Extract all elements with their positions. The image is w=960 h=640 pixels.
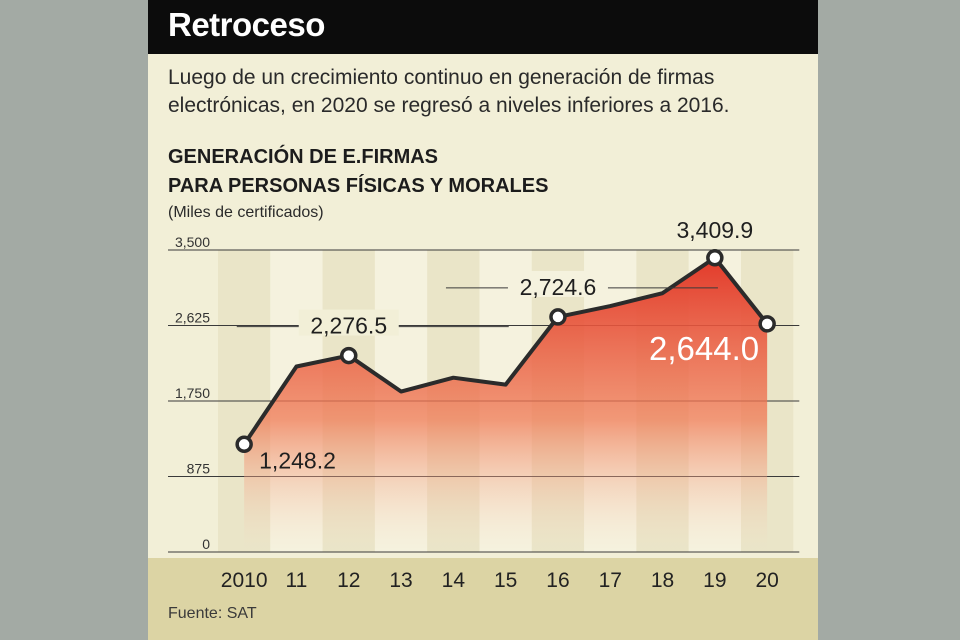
x-tick-label: 15	[494, 569, 517, 592]
x-tick-label: 18	[651, 569, 674, 592]
data-label: 2,724.6	[520, 274, 597, 300]
header-bar: Retroceso	[148, 0, 818, 54]
chart-unit-label: (Miles de certificados)	[168, 204, 324, 221]
y-tick-label: 875	[187, 461, 211, 477]
x-tick-label: 19	[703, 569, 726, 592]
y-tick-label: 3,500	[175, 234, 210, 250]
x-tick-label: 12	[337, 569, 360, 592]
data-point-marker	[235, 435, 253, 454]
data-point-marker	[706, 249, 724, 267]
label-bg	[298, 309, 399, 336]
y-tick-label: 1,750	[175, 385, 210, 401]
subtitle-text: Luego de un crecimiento continuo en gene…	[168, 66, 730, 117]
y-tick-label: 2,625	[175, 310, 210, 326]
label-bg	[507, 270, 608, 297]
data-point-marker	[758, 315, 776, 333]
area-fill	[244, 257, 768, 552]
chart-title-line-1: GENERACIÓN DE E.FIRMAS	[168, 146, 439, 168]
data-label: 2,276.5	[310, 313, 387, 339]
data-label: 3,409.9	[676, 217, 753, 243]
footer-band	[148, 558, 818, 640]
infographic-card: Retroceso Luego de un crecimiento contin…	[148, 0, 818, 640]
x-tick-label: 14	[442, 569, 466, 592]
data-point-marker	[340, 346, 358, 365]
data-label-highlight: 2,644.0	[649, 330, 759, 367]
x-tick-label: 16	[546, 569, 569, 592]
y-tick-label: 0	[202, 536, 210, 552]
data-point-marker	[549, 308, 567, 326]
area-chart: 0 875 1,750 2,625 3,500 2010 11 12 13 14 15 16 17 18 1…	[168, 217, 800, 592]
x-tick-label: 2010	[221, 569, 268, 592]
x-tick-label: 17	[599, 569, 622, 592]
x-tick-label: 13	[389, 569, 412, 592]
x-tick-label: 20	[755, 569, 778, 592]
chart-title-line-2: PARA PERSONAS FÍSICAS Y MORALES	[168, 175, 549, 197]
source-note: Fuente: SAT	[168, 605, 257, 622]
data-label: 1,248.2	[259, 447, 336, 473]
series-line	[242, 255, 769, 446]
chart-title: GENERACIÓN DE E.FIRMAS PARA PERSONAS FÍS…	[168, 143, 548, 201]
x-tick-label: 11	[286, 569, 308, 592]
page-title: Retroceso	[168, 6, 325, 43]
x-axis: 2010 11 12 13 14 15 16 17 18 19 20	[221, 569, 779, 592]
